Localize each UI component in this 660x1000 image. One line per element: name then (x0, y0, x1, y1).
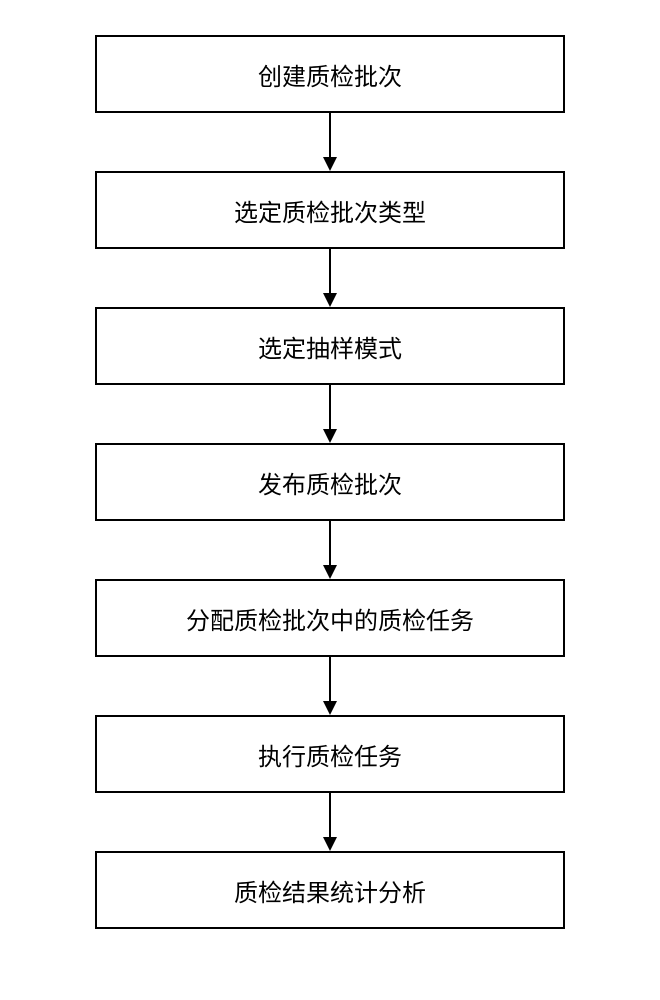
arrow-icon (323, 113, 337, 171)
flowchart-node-4: 发布质检批次 (95, 443, 565, 521)
node-label: 创建质检批次 (258, 57, 402, 92)
flowchart-node-5: 分配质检批次中的质检任务 (95, 579, 565, 657)
flowchart-node-7: 质检结果统计分析 (95, 851, 565, 929)
arrow-head (323, 837, 337, 851)
flowchart-node-3: 选定抽样模式 (95, 307, 565, 385)
arrow-head (323, 157, 337, 171)
arrow-head (323, 293, 337, 307)
flowchart-node-2: 选定质检批次类型 (95, 171, 565, 249)
node-label: 发布质检批次 (258, 465, 402, 500)
node-label: 选定质检批次类型 (234, 193, 426, 228)
flowchart-node-1: 创建质检批次 (95, 35, 565, 113)
arrow-icon (323, 521, 337, 579)
arrow-line (329, 657, 331, 701)
arrow-line (329, 793, 331, 837)
arrow-line (329, 521, 331, 565)
node-label: 执行质检任务 (258, 737, 402, 772)
arrow-line (329, 249, 331, 293)
arrow-line (329, 113, 331, 157)
arrow-icon (323, 793, 337, 851)
arrow-icon (323, 385, 337, 443)
arrow-icon (323, 249, 337, 307)
arrow-head (323, 565, 337, 579)
arrow-icon (323, 657, 337, 715)
flowchart-node-6: 执行质检任务 (95, 715, 565, 793)
flowchart-container: 创建质检批次 选定质检批次类型 选定抽样模式 发布质检批次 分配质检批次中的质检… (95, 35, 565, 929)
arrow-line (329, 385, 331, 429)
arrow-head (323, 701, 337, 715)
node-label: 分配质检批次中的质检任务 (186, 601, 474, 636)
node-label: 选定抽样模式 (258, 329, 402, 364)
arrow-head (323, 429, 337, 443)
node-label: 质检结果统计分析 (234, 873, 426, 908)
